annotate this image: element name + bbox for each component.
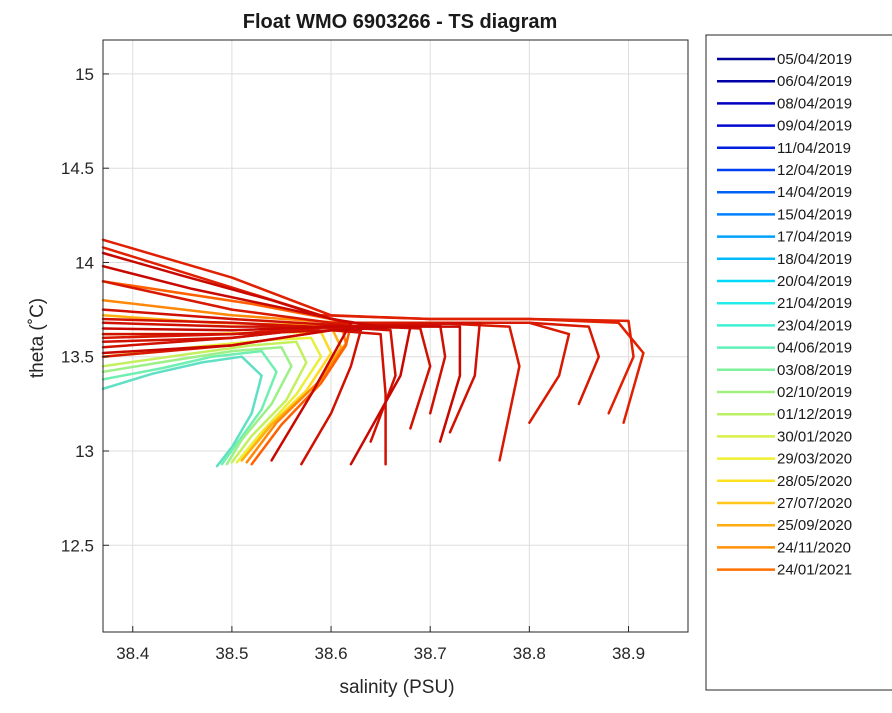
series-line-17 xyxy=(101,317,363,466)
legend-label: 04/06/2019 xyxy=(777,340,852,357)
legend-label: 24/01/2021 xyxy=(777,562,852,579)
x-axis-label: salinity (PSU) xyxy=(339,677,454,698)
legend-label: 20/04/2019 xyxy=(777,273,852,290)
series-line-7 xyxy=(101,298,348,464)
y-axis-label: theta (˚C) xyxy=(27,298,48,378)
series-line-8 xyxy=(101,280,353,466)
y-tick-label: 15 xyxy=(75,65,94,84)
legend-label: 14/04/2019 xyxy=(777,184,852,201)
series-line-16 xyxy=(101,329,387,466)
y-tick-label: 14.5 xyxy=(61,159,94,178)
legend: 05/04/2019 06/04/2019 08/04/2019 09/04/2019… xyxy=(705,34,892,691)
chart-title: Float WMO 6903266 - TS diagram xyxy=(243,11,558,33)
legend-label: 21/04/2019 xyxy=(777,295,852,312)
legend-label: 03/08/2019 xyxy=(777,362,852,379)
x-axis-ticks: 38.4 38.5 38.6 38.7 38.8 38.9 xyxy=(116,626,645,663)
plot-area xyxy=(101,39,689,633)
legend-label: 27/07/2020 xyxy=(777,495,852,512)
legend-label: 17/04/2019 xyxy=(777,229,852,246)
y-axis-ticks: 12.5 13 13.5 14 14.5 15 xyxy=(61,65,109,555)
legend-box xyxy=(705,34,892,691)
y-tick-label: 13.5 xyxy=(61,348,94,367)
series-line-2 xyxy=(101,346,293,466)
x-tick-label: 38.6 xyxy=(315,644,348,663)
x-tick-label: 38.9 xyxy=(612,644,645,663)
legend-label: 06/04/2019 xyxy=(777,73,852,90)
legend-label: 01/12/2019 xyxy=(777,406,852,423)
legend-label: 30/01/2020 xyxy=(777,428,852,445)
x-tick-label: 38.7 xyxy=(414,644,447,663)
legend-label: 11/04/2019 xyxy=(777,140,851,157)
series-line-22 xyxy=(101,264,353,462)
x-tick-label: 38.5 xyxy=(215,644,248,663)
y-tick-label: 13 xyxy=(75,442,94,461)
series-line-23 xyxy=(101,325,412,466)
legend-label: 05/04/2019 xyxy=(777,51,852,68)
legend-label: 12/04/2019 xyxy=(777,162,852,179)
series-line-19 xyxy=(101,321,482,434)
y-tick-label: 12.5 xyxy=(61,536,94,555)
legend-label: 23/04/2019 xyxy=(777,317,852,334)
x-tick-label: 38.4 xyxy=(116,644,149,663)
series-line-1 xyxy=(101,349,278,466)
y-tick-label: 14 xyxy=(75,253,94,272)
legend-label: 09/04/2019 xyxy=(777,118,852,135)
legend-label: 24/11/2020 xyxy=(777,539,851,556)
legend-label: 08/04/2019 xyxy=(777,95,852,112)
plot-frame xyxy=(102,39,689,633)
series-line-10 xyxy=(101,246,645,424)
series-line-3 xyxy=(101,340,308,464)
legend-label: 02/10/2019 xyxy=(777,384,852,401)
legend-label: 28/05/2020 xyxy=(777,473,852,490)
series-line-0 xyxy=(101,355,263,468)
data-series xyxy=(101,238,645,468)
legend-label: 29/03/2020 xyxy=(777,451,852,468)
x-tick-label: 38.8 xyxy=(513,644,546,663)
legend-label: 18/04/2019 xyxy=(777,251,852,268)
legend-label: 25/09/2020 xyxy=(777,517,852,534)
legend-label: 15/04/2019 xyxy=(777,206,852,223)
